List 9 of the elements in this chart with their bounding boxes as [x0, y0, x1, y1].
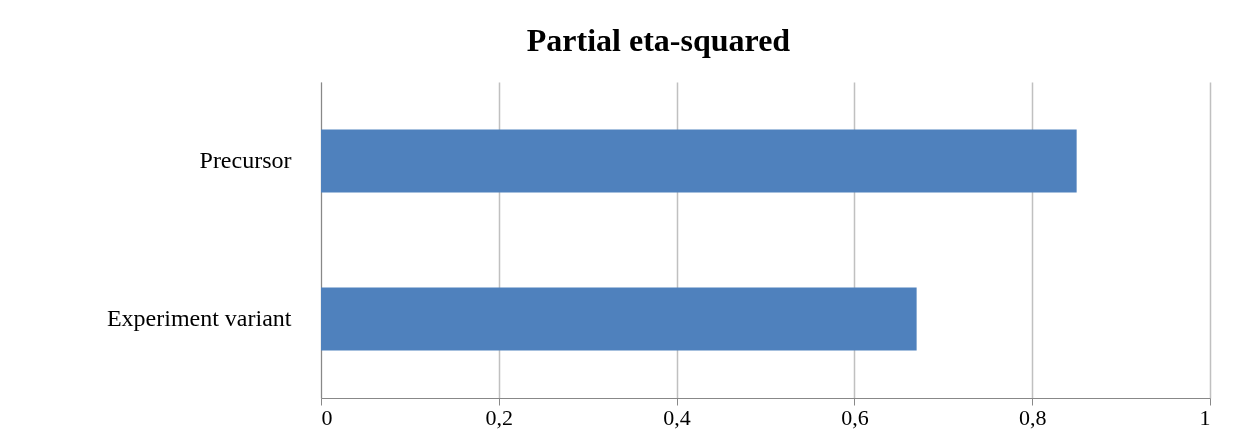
x-tick-label: 1 [1199, 404, 1211, 430]
x-tick-label: 0,4 [663, 404, 691, 430]
x-tick-label: 0,8 [1018, 404, 1047, 430]
y-tick-label: Experiment variant [106, 305, 292, 331]
chart-title: Partial eta-squared [526, 22, 791, 58]
x-tick-label: 0,2 [485, 404, 514, 430]
x-tick-label: 0,6 [841, 404, 869, 430]
x-tick-label: 0 [321, 404, 333, 430]
y-tick-label: Precursor [199, 147, 292, 173]
